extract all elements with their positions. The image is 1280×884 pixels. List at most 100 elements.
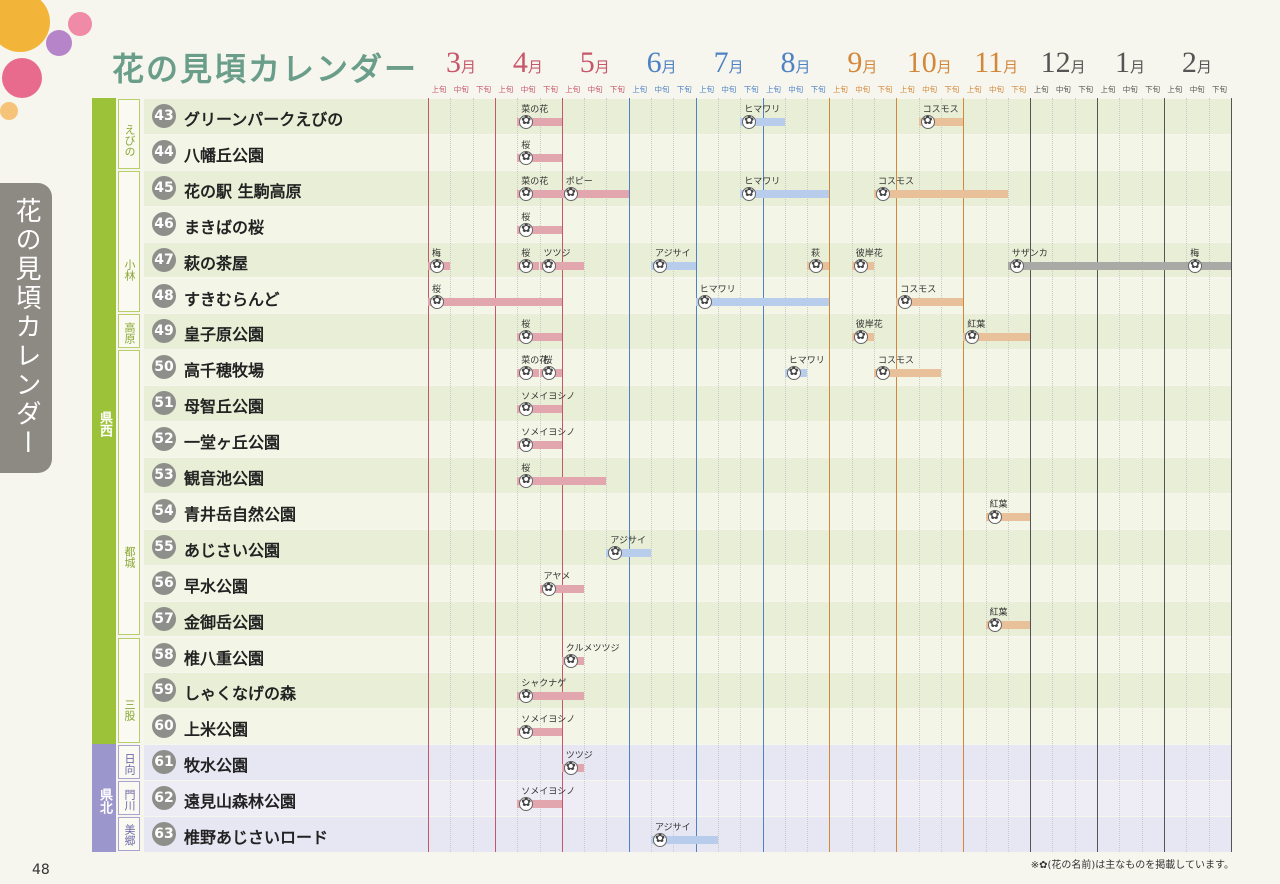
region-text: 県北 xyxy=(97,788,112,815)
area-text: 美郷 xyxy=(123,824,136,847)
period-label: 下旬 xyxy=(1011,85,1027,94)
place-number-badge: 54 xyxy=(152,498,176,523)
place-name: 牧水公園 xyxy=(184,756,249,776)
month-unit: 月 xyxy=(1196,60,1212,76)
place-name: 遠見山森林公園 xyxy=(184,792,297,812)
bloom-bar xyxy=(561,189,629,198)
flower-icon xyxy=(653,831,667,847)
place-name: 高千穂牧場 xyxy=(184,361,265,381)
grid-line xyxy=(851,98,853,852)
flower-name: 紅葉 xyxy=(989,607,1008,618)
table-row xyxy=(144,817,1232,852)
month-header: 3月 xyxy=(428,46,494,80)
period-label: 下旬 xyxy=(1078,85,1094,94)
place-name: 観音池公園 xyxy=(184,469,265,488)
grid-line xyxy=(717,98,719,852)
flower-icon xyxy=(519,795,534,812)
period-label: 下旬 xyxy=(609,85,625,94)
month-number: 4 xyxy=(512,46,528,79)
area-label: 都城 xyxy=(118,350,140,636)
period-label: 中旬 xyxy=(922,85,938,94)
table-row xyxy=(144,242,1232,278)
table-row xyxy=(144,350,1232,386)
grid-line xyxy=(963,98,965,852)
flower-name: 彼岸花 xyxy=(855,248,883,259)
period-label: 下旬 xyxy=(676,85,692,94)
bloom-bar xyxy=(695,297,830,306)
period-label: 上旬 xyxy=(1033,85,1049,94)
area-label: えびの xyxy=(118,99,140,169)
period-label: 上旬 xyxy=(1100,85,1116,94)
flower-name: ソメイヨシノ xyxy=(521,715,576,726)
period-label: 中旬 xyxy=(1189,85,1205,94)
period-label: 上旬 xyxy=(1167,85,1183,94)
area-text: 日向 xyxy=(123,752,136,775)
place-name: 椎野あじさいロード xyxy=(184,828,329,847)
flower-name: 菜の花 xyxy=(521,176,549,187)
place-number-badge: 49 xyxy=(152,319,176,344)
flower-name: 桜 xyxy=(521,140,531,151)
place-name: しゃくなげの森 xyxy=(184,684,297,704)
flower-icon xyxy=(430,257,444,273)
period-label: 下旬 xyxy=(944,85,960,94)
place-name: 皇子原公園 xyxy=(184,325,265,345)
bloom-bar xyxy=(874,369,941,378)
bloom-bar xyxy=(539,584,585,593)
month-header: 6月 xyxy=(629,46,695,80)
flower-icon xyxy=(519,185,534,201)
flower-name: 菜の花 xyxy=(521,105,549,115)
flower-name: 菜の花 xyxy=(521,356,549,367)
area-label: 日向 xyxy=(118,745,140,780)
period-label: 上旬 xyxy=(565,85,581,94)
month-unit: 月 xyxy=(1070,60,1086,76)
bloom-bar xyxy=(517,189,562,198)
grid-line xyxy=(1208,98,1210,852)
area-label: 三股 xyxy=(118,637,140,744)
flower-name: 梅 xyxy=(1190,248,1200,259)
flower-icon xyxy=(1188,257,1203,273)
grid-line xyxy=(584,98,586,852)
place-name: 青井岳自然公園 xyxy=(184,504,297,524)
bloom-bar xyxy=(517,692,585,701)
place-name: 金御岳公園 xyxy=(184,612,265,632)
grid-line xyxy=(1030,98,1032,852)
month-unit: 月 xyxy=(594,60,610,76)
flower-icon xyxy=(519,687,534,704)
grid-line xyxy=(695,98,697,852)
flower-icon xyxy=(563,759,578,776)
flower-icon xyxy=(519,723,534,740)
month-header: 8月 xyxy=(763,46,829,80)
table-row xyxy=(144,529,1232,565)
grid-line xyxy=(896,98,898,852)
place-number-badge: 61 xyxy=(152,750,176,775)
bloom-bar xyxy=(985,620,1031,629)
flower-icon xyxy=(519,436,534,453)
bloom-bar xyxy=(517,118,562,126)
flower-icon xyxy=(853,328,868,345)
month-header: 5月 xyxy=(562,46,628,80)
flower-name: コスモス xyxy=(878,176,915,187)
bloom-bar xyxy=(517,153,562,162)
place-number-badge: 48 xyxy=(152,283,176,308)
grid-line xyxy=(517,98,519,852)
flower-name: ヒマワリ xyxy=(699,284,736,295)
grid-line xyxy=(1052,98,1054,852)
table-row xyxy=(144,422,1232,457)
flower-name: ツツジ xyxy=(543,248,571,259)
place-number-badge: 43 xyxy=(152,104,176,128)
month-number: 11 xyxy=(974,46,1004,79)
period-label: 上旬 xyxy=(766,85,781,94)
month-header: 2月 xyxy=(1164,46,1230,80)
month-unit: 月 xyxy=(1129,60,1145,76)
bloom-bar xyxy=(1186,261,1231,270)
place-number-badge: 51 xyxy=(152,391,176,416)
flower-decoration xyxy=(0,0,50,52)
area-label: 門川 xyxy=(118,781,140,815)
area-label: 小林 xyxy=(118,170,140,313)
place-number-badge: 46 xyxy=(152,211,176,236)
period-label: 下旬 xyxy=(1145,85,1161,94)
period-label: 上旬 xyxy=(966,85,982,94)
month-number: 5 xyxy=(579,46,595,79)
grid-line xyxy=(494,98,496,852)
